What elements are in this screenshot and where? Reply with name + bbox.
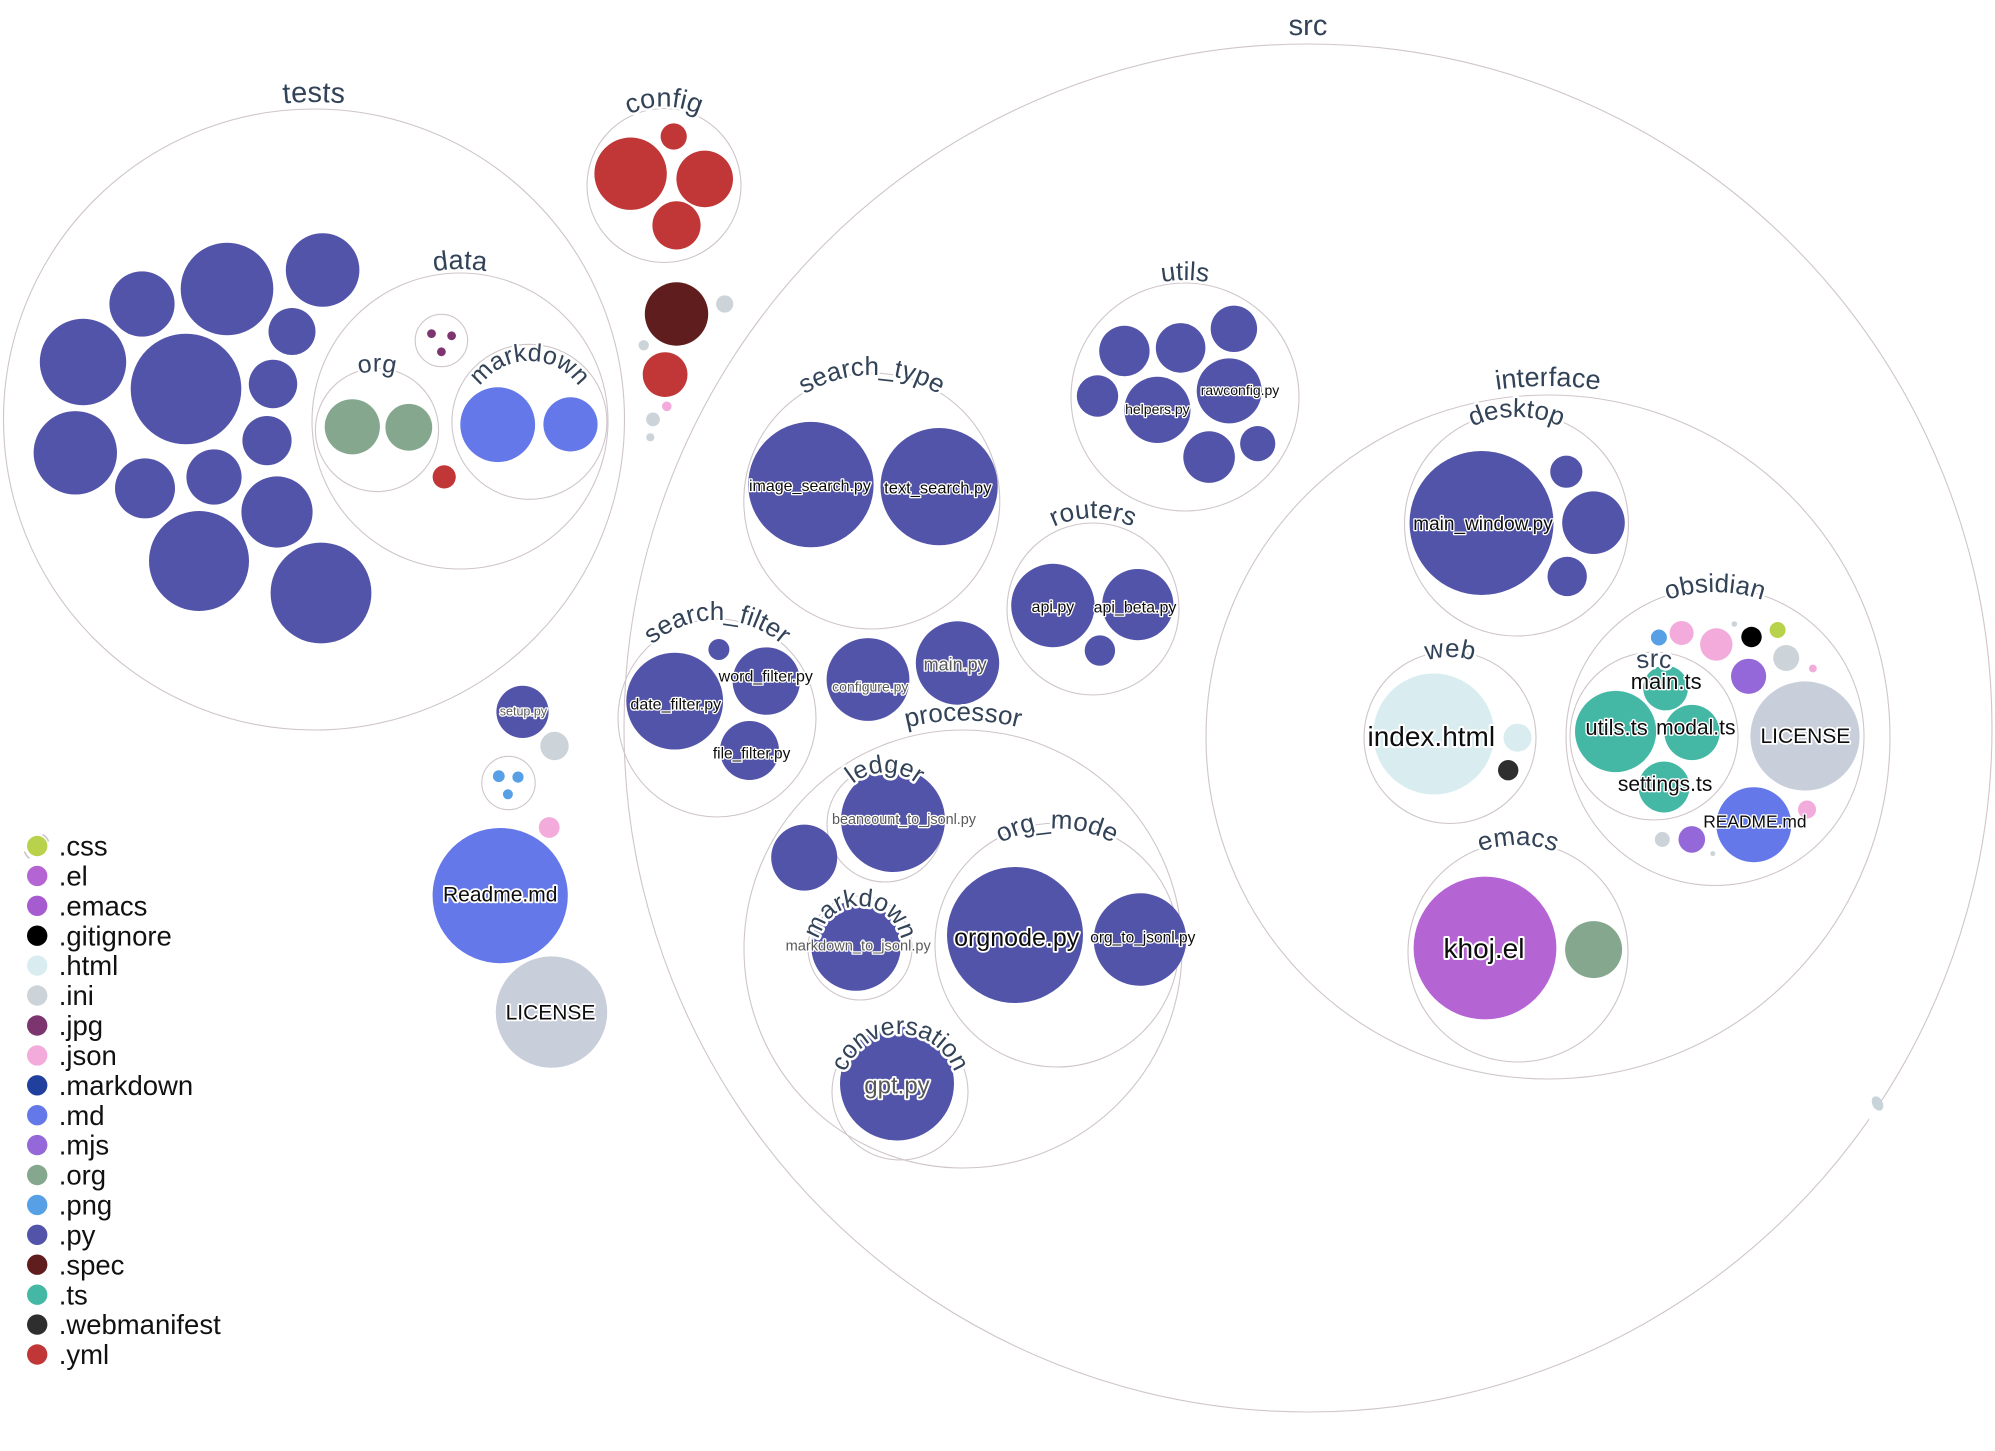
svg-text:LICENSE: LICENSE (1760, 725, 1850, 748)
svg-text:.markdown: .markdown (59, 1070, 194, 1101)
svg-text:beancount_to_jsonl.py: beancount_to_jsonl.py (832, 812, 977, 828)
svg-text:utils.ts: utils.ts (1585, 715, 1647, 740)
svg-text:org_to_jsonl.py: org_to_jsonl.py (1090, 930, 1195, 947)
svg-text:khoj.el: khoj.el (1444, 933, 1525, 964)
svg-text:.jpg: .jpg (59, 1010, 103, 1041)
svg-text:setup.py: setup.py (500, 705, 548, 719)
svg-text:utils: utils (1159, 256, 1212, 288)
svg-text:modal.ts: modal.ts (1656, 717, 1735, 740)
svg-text:gpt.py: gpt.py (864, 1072, 929, 1099)
svg-text:.mjs: .mjs (59, 1130, 109, 1161)
svg-text:.spec: .spec (59, 1249, 125, 1280)
svg-text:src: src (1634, 645, 1674, 675)
svg-text:file_filter.py: file_filter.py (713, 745, 791, 762)
svg-text:settings.ts: settings.ts (1618, 773, 1713, 796)
svg-text:main.ts: main.ts (1631, 669, 1702, 694)
svg-text:text_search.py: text_search.py (884, 479, 992, 497)
svg-text:obsidian: obsidian (1661, 568, 1770, 606)
svg-text:LICENSE: LICENSE (506, 1001, 596, 1024)
svg-text:README.md: README.md (1703, 811, 1806, 831)
svg-text:.py: .py (59, 1219, 96, 1250)
svg-text:configure.py: configure.py (832, 679, 908, 695)
svg-text:rawconfig.py: rawconfig.py (1201, 382, 1280, 398)
svg-text:.el: .el (59, 861, 88, 892)
svg-text:markdown_to_jsonl.py: markdown_to_jsonl.py (786, 939, 932, 955)
svg-text:.gitignore: .gitignore (59, 920, 172, 951)
svg-text:.html: .html (59, 950, 119, 981)
svg-text:.emacs: .emacs (59, 890, 148, 921)
svg-text:.json: .json (59, 1040, 117, 1071)
svg-text:.ts: .ts (59, 1279, 88, 1310)
svg-text:word_filter.py: word_filter.py (718, 668, 813, 685)
svg-text:.yml: .yml (59, 1339, 109, 1370)
svg-text:index.html: index.html (1367, 721, 1495, 752)
svg-text:.css: .css (59, 831, 108, 862)
svg-text:main.py: main.py (924, 654, 987, 674)
svg-text:web: web (1421, 633, 1478, 666)
svg-text:api.py: api.py (1032, 599, 1075, 616)
svg-text:.png: .png (59, 1190, 113, 1221)
svg-text:Readme.md: Readme.md (443, 883, 557, 906)
svg-text:data: data (431, 245, 490, 277)
svg-text:image_search.py: image_search.py (749, 478, 871, 495)
svg-text:.webmanifest: .webmanifest (59, 1309, 221, 1340)
svg-text:main_window.py: main_window.py (1413, 514, 1553, 535)
svg-text:date_filter.py: date_filter.py (630, 697, 721, 714)
svg-text:interface: interface (1493, 362, 1602, 396)
svg-text:org: org (355, 349, 399, 379)
svg-text:.org: .org (59, 1160, 106, 1191)
svg-text:api_beta.py: api_beta.py (1094, 599, 1177, 616)
svg-text:src: src (1288, 10, 1327, 42)
svg-text:orgnode.py: orgnode.py (954, 924, 1080, 952)
svg-text:.md: .md (59, 1100, 105, 1131)
svg-text:.ini: .ini (59, 980, 94, 1011)
svg-text:helpers.py: helpers.py (1125, 401, 1190, 417)
svg-text:tests: tests (281, 77, 346, 110)
